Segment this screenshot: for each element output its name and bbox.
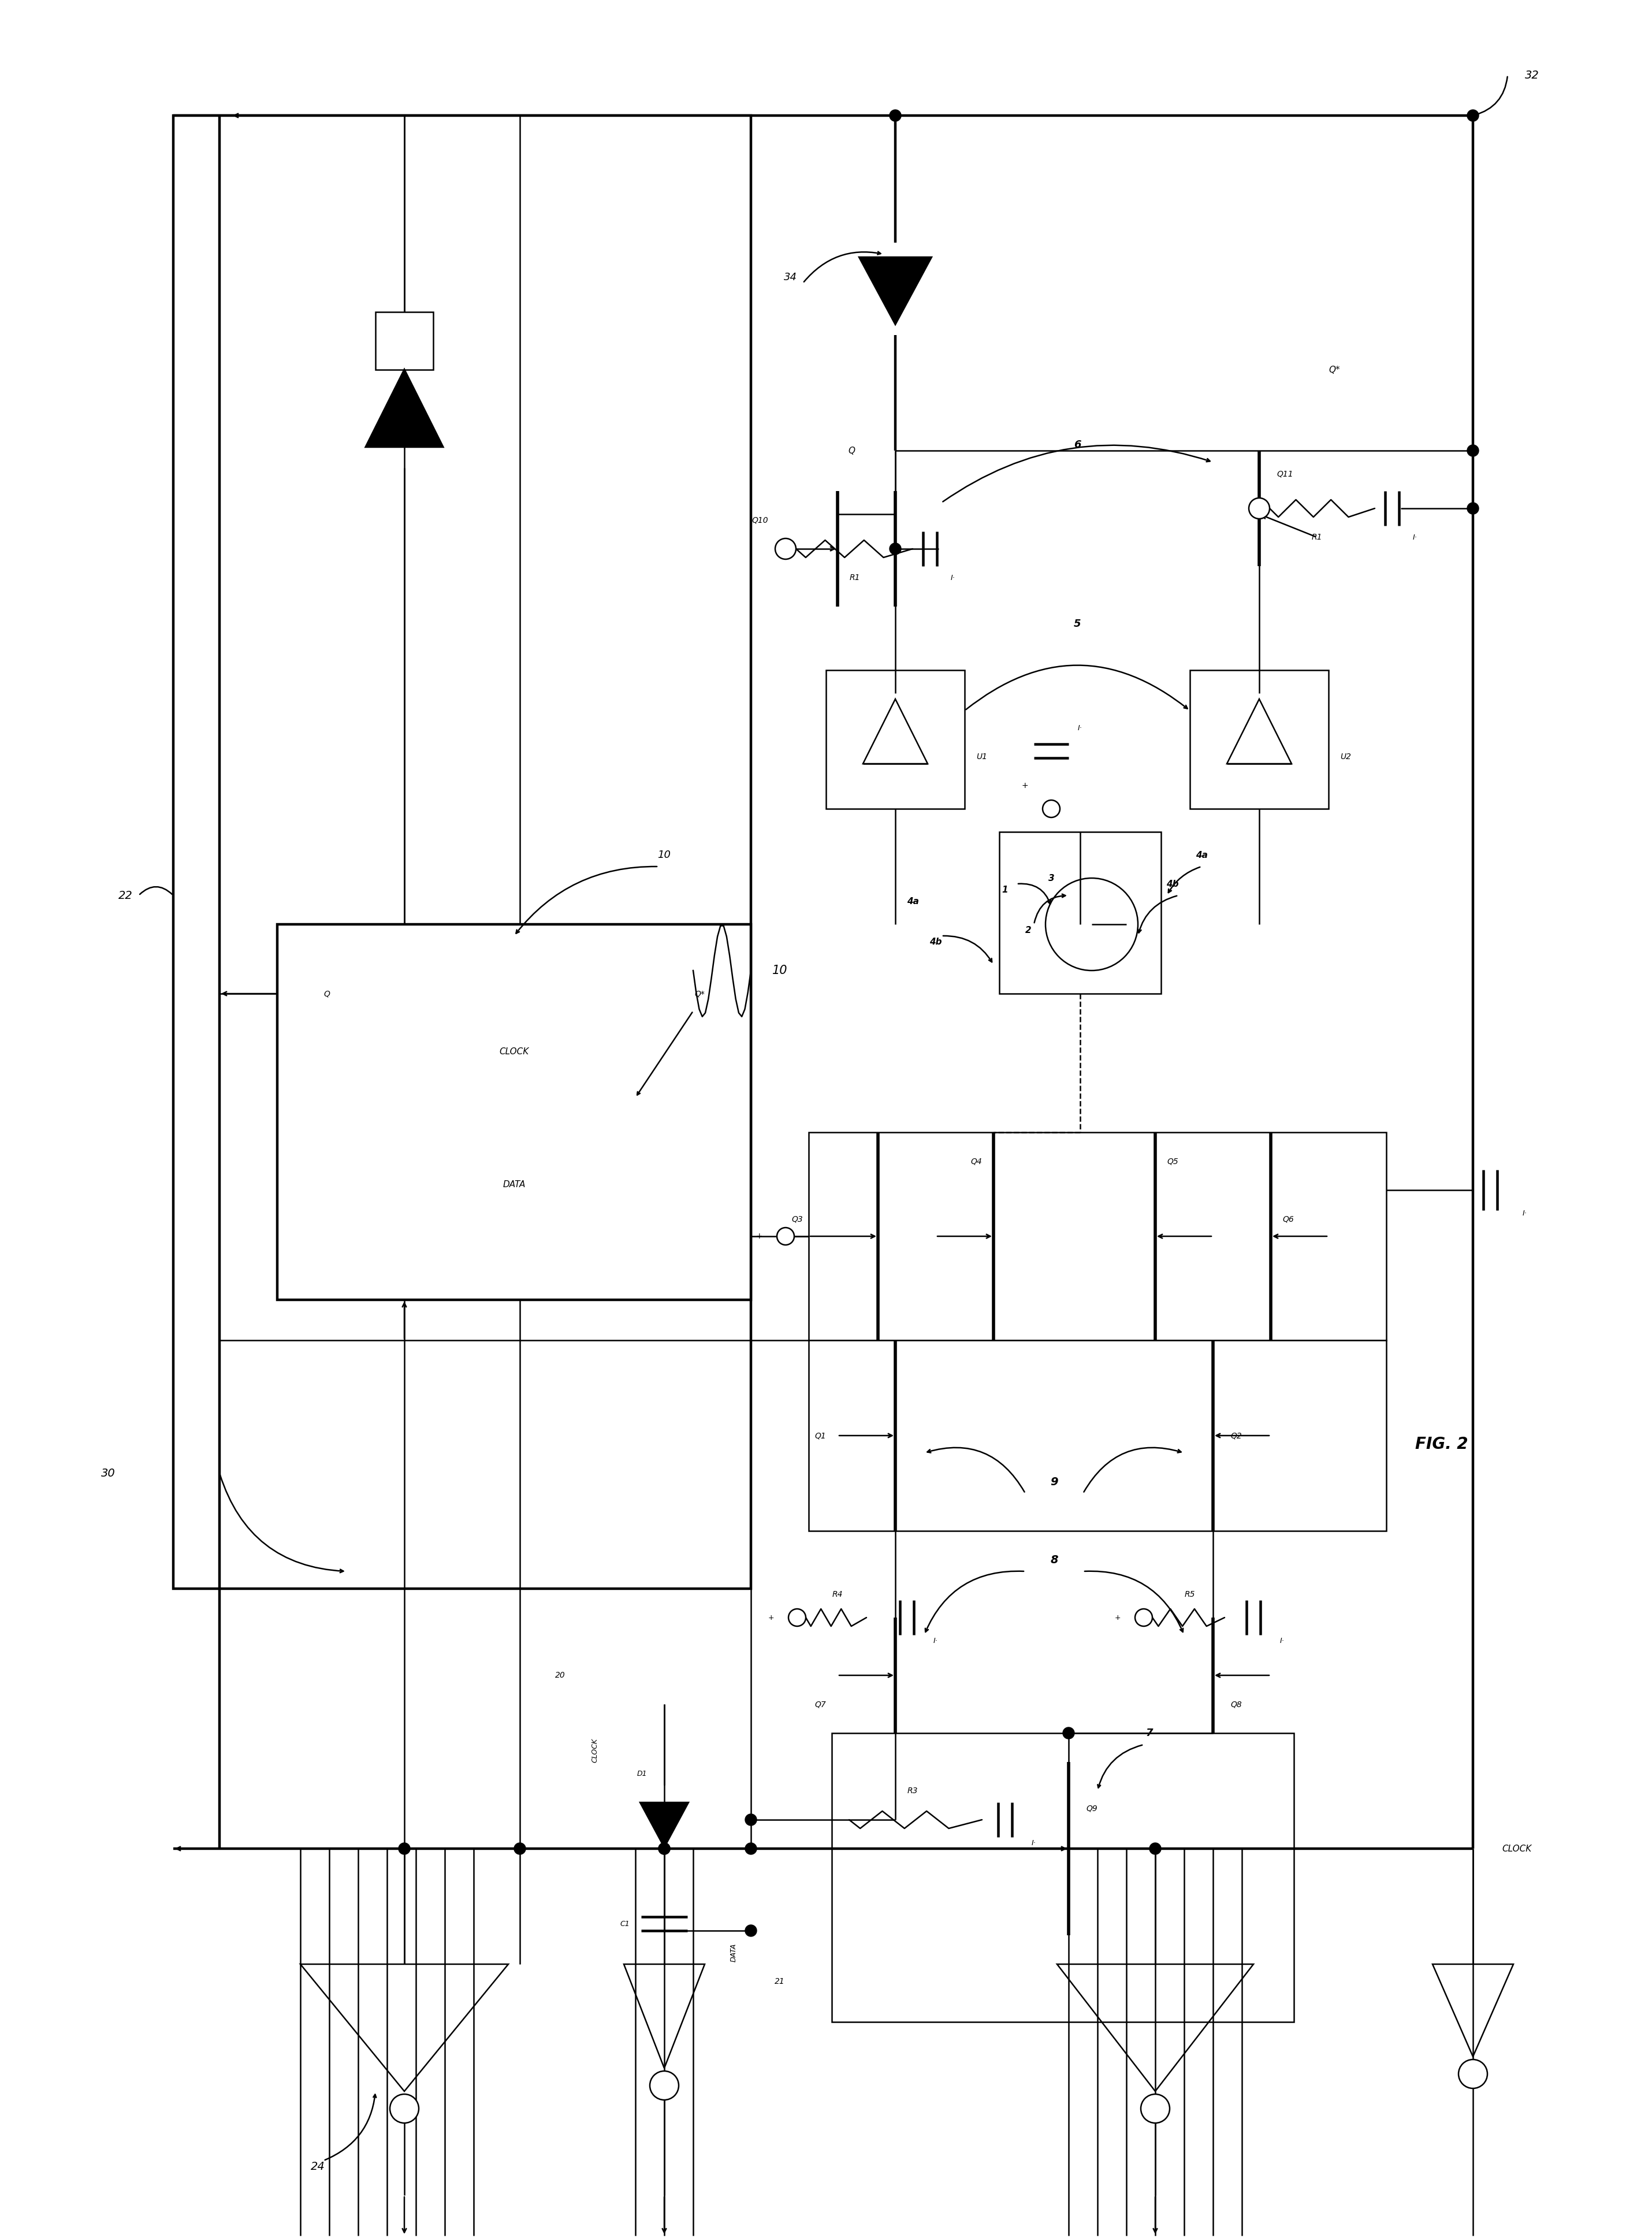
Text: Q3: Q3 xyxy=(791,1215,803,1222)
Bar xyxy=(375,311,433,369)
Bar xyxy=(173,116,752,1589)
Text: I·: I· xyxy=(933,1636,938,1645)
Text: 4b: 4b xyxy=(1166,880,1180,888)
Circle shape xyxy=(659,1842,671,1855)
Circle shape xyxy=(1467,445,1479,457)
Bar xyxy=(831,1732,1294,2021)
Text: I·: I· xyxy=(1032,1840,1036,1846)
Circle shape xyxy=(1249,499,1270,519)
Text: R5: R5 xyxy=(1184,1591,1196,1598)
Text: R1: R1 xyxy=(849,573,861,582)
Text: 2: 2 xyxy=(1026,927,1031,935)
Circle shape xyxy=(514,1842,525,1855)
Text: Q4: Q4 xyxy=(971,1157,981,1166)
Text: I·: I· xyxy=(1077,725,1082,732)
Text: 20: 20 xyxy=(555,1672,565,1679)
Text: Q*: Q* xyxy=(1328,365,1340,374)
Bar xyxy=(999,833,1161,994)
Circle shape xyxy=(1150,1842,1161,1855)
Text: FIG. 2: FIG. 2 xyxy=(1416,1437,1469,1452)
Text: C1: C1 xyxy=(620,1920,629,1927)
Bar xyxy=(809,1132,1386,1341)
Text: 5: 5 xyxy=(1074,618,1080,629)
Bar xyxy=(1189,669,1328,808)
Text: U2: U2 xyxy=(1340,752,1351,761)
Text: 3: 3 xyxy=(1049,873,1054,882)
Circle shape xyxy=(1467,504,1479,515)
Text: Q1: Q1 xyxy=(814,1432,826,1439)
Circle shape xyxy=(788,1609,806,1627)
Text: 9: 9 xyxy=(1051,1477,1057,1488)
Text: Q2: Q2 xyxy=(1231,1432,1242,1439)
Circle shape xyxy=(390,2095,418,2124)
Text: U1: U1 xyxy=(976,752,988,761)
Text: +: + xyxy=(755,1233,763,1240)
Circle shape xyxy=(745,1815,757,1826)
Text: 24: 24 xyxy=(311,2162,325,2171)
Text: DATA: DATA xyxy=(730,1943,737,1963)
Text: 6: 6 xyxy=(1074,439,1080,450)
Circle shape xyxy=(1042,801,1061,817)
Text: CLOCK: CLOCK xyxy=(499,1047,529,1056)
Circle shape xyxy=(889,110,900,121)
Text: I·: I· xyxy=(952,573,955,582)
Bar xyxy=(826,669,965,808)
Text: D1: D1 xyxy=(636,1770,648,1777)
Polygon shape xyxy=(859,257,932,325)
Text: Q7: Q7 xyxy=(814,1701,826,1708)
Text: 1: 1 xyxy=(1003,886,1008,893)
Text: 34: 34 xyxy=(783,273,798,282)
Circle shape xyxy=(745,1925,757,1936)
Text: Q: Q xyxy=(324,989,330,998)
Text: +: + xyxy=(768,1614,775,1620)
Text: 22: 22 xyxy=(119,891,132,902)
Text: 30: 30 xyxy=(101,1468,116,1479)
Text: CLOCK: CLOCK xyxy=(1502,1844,1531,1853)
Circle shape xyxy=(1142,2095,1170,2124)
Text: Q10: Q10 xyxy=(752,517,768,524)
Text: 32: 32 xyxy=(1525,69,1540,81)
Text: R1: R1 xyxy=(1312,533,1322,542)
Text: DATA: DATA xyxy=(502,1179,525,1188)
Bar xyxy=(809,1341,1386,1531)
Text: Q8: Q8 xyxy=(1231,1701,1242,1708)
Text: 10: 10 xyxy=(657,850,671,859)
Text: Q11: Q11 xyxy=(1277,470,1294,477)
Circle shape xyxy=(1467,110,1479,121)
Text: Q6: Q6 xyxy=(1282,1215,1294,1222)
Circle shape xyxy=(649,2070,679,2099)
Circle shape xyxy=(1459,2059,1487,2088)
Text: I·: I· xyxy=(1280,1636,1285,1645)
Polygon shape xyxy=(639,1802,689,1849)
Text: 4b: 4b xyxy=(930,938,942,947)
Circle shape xyxy=(1062,1728,1074,1739)
Circle shape xyxy=(745,1842,757,1855)
Text: 21: 21 xyxy=(775,1978,785,1985)
Text: 10: 10 xyxy=(771,965,788,976)
Text: I·: I· xyxy=(1412,533,1417,542)
Circle shape xyxy=(1135,1609,1153,1627)
Text: +: + xyxy=(1115,1614,1120,1620)
Circle shape xyxy=(659,1842,671,1855)
Circle shape xyxy=(775,539,796,560)
Bar xyxy=(278,924,752,1300)
Circle shape xyxy=(889,544,900,555)
Text: 8: 8 xyxy=(1051,1555,1057,1564)
Text: Q*: Q* xyxy=(694,989,705,998)
Text: R4: R4 xyxy=(833,1591,843,1598)
Text: Q9: Q9 xyxy=(1085,1804,1097,1813)
Circle shape xyxy=(398,1842,410,1855)
Text: 4a: 4a xyxy=(907,897,919,906)
Circle shape xyxy=(776,1229,795,1244)
Text: +: + xyxy=(1021,781,1028,790)
Text: R3: R3 xyxy=(907,1786,919,1795)
Text: Q5: Q5 xyxy=(1166,1157,1178,1166)
Polygon shape xyxy=(365,369,443,448)
Text: 7: 7 xyxy=(1146,1728,1153,1739)
Text: I·: I· xyxy=(1523,1209,1526,1217)
Text: CLOCK: CLOCK xyxy=(591,1739,598,1764)
Text: Q: Q xyxy=(847,445,854,454)
Text: 4a: 4a xyxy=(1196,850,1208,859)
